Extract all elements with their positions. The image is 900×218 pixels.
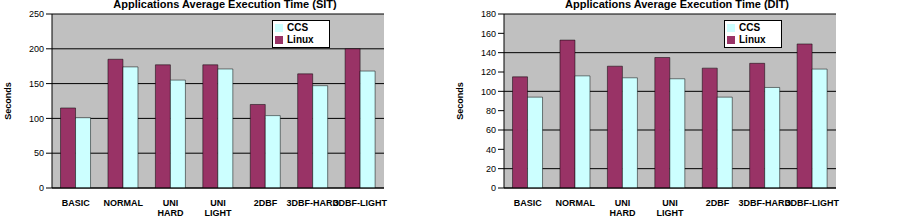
svg-text:UNILIGHT: UNILIGHT: [657, 198, 684, 218]
svg-text:BASIC: BASIC: [514, 198, 543, 208]
svg-text:BASIC: BASIC: [62, 198, 91, 208]
html-text:Linux: Linux: [287, 34, 314, 45]
svg-text:40: 40: [486, 145, 496, 155]
svg-text:150: 150: [29, 79, 44, 89]
svg-text:3DBF-HARD: 3DBF-HARD: [287, 198, 340, 208]
svg-text:250: 250: [29, 9, 44, 19]
html-text:CCS: CCS: [287, 22, 309, 33]
svg-text:Seconds: Seconds: [8, 82, 13, 120]
svg-text:NORMAL: NORMAL: [103, 198, 143, 208]
svg-text:0: 0: [39, 183, 44, 193]
svg-text:60: 60: [486, 125, 496, 135]
svg-text:3DBF-LIGHT: 3DBF-LIGHT: [334, 198, 388, 208]
svg-text:3DBF-LIGHT: 3DBF-LIGHT: [786, 198, 840, 208]
svg-text:140: 140: [481, 48, 496, 58]
svg-text:100: 100: [481, 87, 496, 97]
svg-text:2DBF: 2DBF: [706, 198, 730, 208]
svg-text:20: 20: [486, 164, 496, 174]
html-text:CCS: CCS: [739, 22, 761, 33]
svg-text:180: 180: [481, 9, 496, 19]
svg-text:80: 80: [486, 106, 496, 116]
svg-text:160: 160: [481, 29, 496, 39]
svg-text:50: 50: [34, 148, 44, 158]
svg-text:UNIHARD: UNIHARD: [610, 198, 636, 218]
svg-text:120: 120: [481, 67, 496, 77]
svg-text:UNILIGHT: UNILIGHT: [205, 198, 232, 218]
svg-text:100: 100: [29, 114, 44, 124]
svg-text:3DBF-HARD: 3DBF-HARD: [739, 198, 792, 208]
svg-text:Seconds: Seconds: [455, 82, 465, 120]
svg-text:2DBF: 2DBF: [254, 198, 278, 208]
svg-text:NORMAL: NORMAL: [555, 198, 595, 208]
svg-text:200: 200: [29, 44, 44, 54]
html-text:Linux: Linux: [739, 34, 766, 45]
svg-text:UNIHARD: UNIHARD: [158, 198, 184, 218]
svg-text:0: 0: [491, 183, 496, 193]
